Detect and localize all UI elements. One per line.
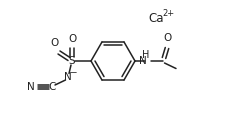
Text: N: N xyxy=(139,56,147,66)
Text: Ca: Ca xyxy=(148,12,163,25)
Text: 2+: 2+ xyxy=(162,9,174,18)
Text: N: N xyxy=(27,82,35,92)
Text: S: S xyxy=(69,56,75,66)
Text: O: O xyxy=(68,34,76,44)
Text: N: N xyxy=(64,72,72,82)
Text: O: O xyxy=(163,33,171,43)
Text: O: O xyxy=(50,38,58,48)
Text: H: H xyxy=(142,49,150,59)
Text: −: − xyxy=(69,67,77,76)
Text: C: C xyxy=(48,82,56,92)
